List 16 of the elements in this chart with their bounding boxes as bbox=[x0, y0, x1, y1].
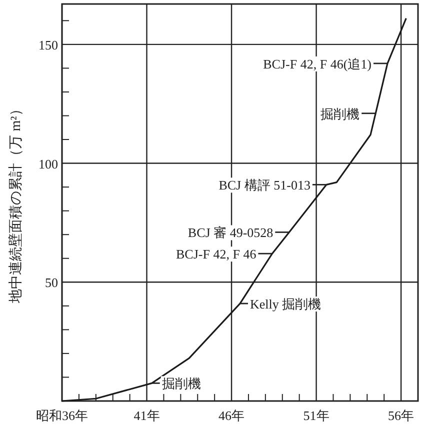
y-tick-label: 100 bbox=[38, 156, 58, 172]
y-tick-label: 50 bbox=[45, 275, 58, 290]
annotation: 掘削機 bbox=[162, 376, 201, 392]
annotation: Kelly 掘削機 bbox=[250, 296, 322, 312]
annotation: 掘削機 bbox=[320, 106, 360, 122]
annotation: BCJ 構評 51-013 bbox=[218, 178, 310, 193]
x-tick-label: 41年 bbox=[134, 408, 160, 423]
x-tick-label: 昭和36年 bbox=[36, 408, 88, 423]
annotation: BCJ-F 42, F 46(追1) bbox=[263, 56, 372, 72]
x-tick-label: 56年 bbox=[388, 408, 414, 423]
y-tick-label: 150 bbox=[38, 37, 58, 52]
y-axis-title: 地中連続壁面積の累計（万 m²） bbox=[8, 102, 24, 304]
annotation: BCJ-F 42, F 46 bbox=[176, 246, 257, 262]
x-tick-label: 51年 bbox=[303, 408, 330, 423]
x-tick-label: 46年 bbox=[218, 408, 245, 423]
annotation: BCJ 審 49-0528 bbox=[188, 225, 274, 240]
